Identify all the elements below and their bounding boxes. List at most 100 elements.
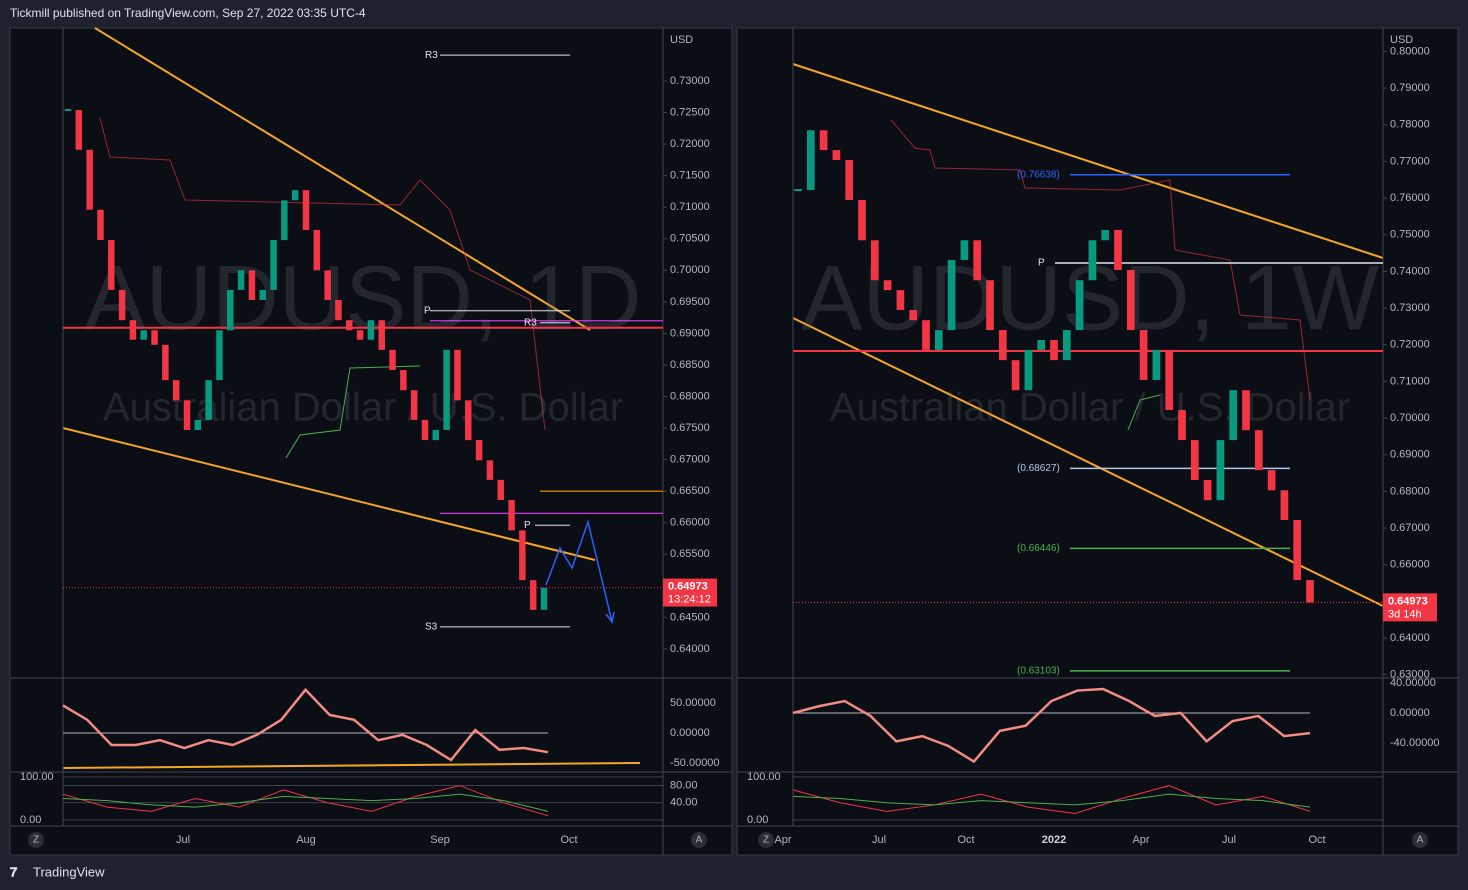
candle — [1280, 490, 1289, 520]
candle — [302, 190, 310, 230]
y-tick-label: 0.80000 — [1390, 45, 1430, 57]
candle — [1165, 349, 1174, 411]
stoch-tick-label: 100.00 — [747, 771, 781, 783]
candle — [1050, 339, 1058, 361]
candle — [1037, 339, 1046, 350]
brand: TradingView — [33, 864, 105, 879]
candle — [281, 200, 288, 241]
x-tick-label: 2022 — [1042, 834, 1066, 846]
x-tick-label: Oct — [560, 834, 577, 846]
candle — [356, 330, 364, 340]
y-tick-label: 0.71000 — [670, 201, 710, 213]
countdown: 13:24:12 — [668, 593, 711, 605]
price-tag — [663, 578, 717, 607]
stoch-tick-label: 100.00 — [20, 771, 54, 783]
right-panel — [736, 27, 1459, 856]
candle — [140, 330, 147, 340]
candle — [454, 349, 461, 401]
candle — [794, 189, 802, 192]
candle — [378, 320, 385, 350]
scale-button[interactable] — [1412, 832, 1428, 848]
scale-button-label[interactable]: Z — [763, 835, 769, 846]
candle — [519, 530, 526, 581]
y-tick-label: 0.64000 — [670, 643, 710, 655]
candle — [960, 240, 969, 261]
candle — [172, 380, 180, 401]
oscillator-line — [792, 687, 1311, 764]
y-tick-label: 0.70000 — [1390, 412, 1430, 424]
candle — [443, 349, 450, 430]
trend-stop — [890, 119, 1311, 401]
y-tick-label: 0.64000 — [1390, 632, 1430, 644]
countdown: 3d 14h — [1388, 608, 1422, 620]
scale-button[interactable] — [691, 832, 707, 848]
candle — [858, 199, 866, 241]
candle — [883, 280, 892, 291]
y-tick-label: 0.66500 — [670, 485, 710, 497]
candle — [216, 330, 223, 381]
trend-stop — [285, 365, 421, 459]
stoch-line — [792, 785, 1311, 815]
candle — [486, 460, 494, 480]
candle — [1062, 330, 1071, 361]
y-tick-label: 0.73000 — [1390, 302, 1430, 314]
candle — [346, 320, 353, 331]
candle — [1139, 330, 1148, 380]
candle — [1306, 580, 1314, 603]
scale-button-label[interactable]: A — [1417, 835, 1424, 846]
osc-tick-label: 50.00000 — [670, 697, 716, 709]
x-tick-label: Apr — [1132, 834, 1149, 846]
candle — [508, 500, 515, 531]
projection — [545, 519, 613, 623]
x-tick-label: Sep — [430, 834, 450, 846]
oscillator-line — [62, 687, 549, 762]
candle — [806, 130, 815, 191]
candle — [922, 320, 930, 350]
x-tick-label: Jul — [1222, 834, 1236, 846]
stoch-line — [62, 793, 549, 812]
level-label: (0.63103) — [1017, 666, 1060, 677]
y-tick-label: 0.66000 — [1390, 559, 1430, 571]
candle — [986, 280, 994, 331]
candle — [291, 190, 299, 201]
scale-button[interactable] — [28, 832, 44, 848]
candle — [1254, 430, 1263, 471]
candle — [1216, 440, 1225, 501]
candle — [237, 270, 245, 290]
watermark-subtitle: Australian Dollar / U.S. Dollar — [103, 386, 623, 430]
candle — [1229, 390, 1238, 441]
y-tick-label: 0.72000 — [1390, 339, 1430, 351]
candle — [64, 109, 72, 112]
trendline — [62, 427, 596, 561]
y-tick-label: 0.64500 — [670, 611, 710, 623]
candle — [909, 309, 918, 321]
y-tick-label: 0.72000 — [670, 138, 710, 150]
candle — [845, 159, 854, 200]
candle — [819, 130, 828, 151]
candle — [1190, 440, 1199, 481]
y-tick-label: 0.69500 — [670, 296, 710, 308]
candle — [313, 229, 321, 271]
candle — [1293, 519, 1302, 581]
y-tick-label: 0.72500 — [670, 106, 710, 118]
candle — [998, 330, 1007, 361]
y-tick-label: 0.75000 — [1390, 229, 1430, 241]
scale-button-label[interactable]: Z — [33, 835, 39, 846]
price-tag-value: 0.64973 — [1388, 595, 1428, 607]
candle — [529, 580, 537, 610]
watermark-subtitle: Australian Dollar / U.S. Dollar — [830, 386, 1350, 430]
level-label: P — [524, 520, 531, 531]
scale-button[interactable] — [758, 832, 774, 848]
scale-button-label[interactable]: A — [696, 835, 703, 846]
y-tick-label: 0.69000 — [670, 327, 710, 339]
y-tick-label: 0.68500 — [670, 359, 710, 371]
y-tick-label: 0.67000 — [670, 454, 710, 466]
candle — [421, 419, 429, 441]
candle — [367, 320, 375, 340]
candle — [270, 240, 277, 290]
x-tick-label: Aug — [296, 834, 316, 846]
y-tick-label: 0.73000 — [670, 75, 710, 87]
stoch-line — [62, 785, 549, 817]
level-label: (0.76638) — [1017, 169, 1060, 180]
